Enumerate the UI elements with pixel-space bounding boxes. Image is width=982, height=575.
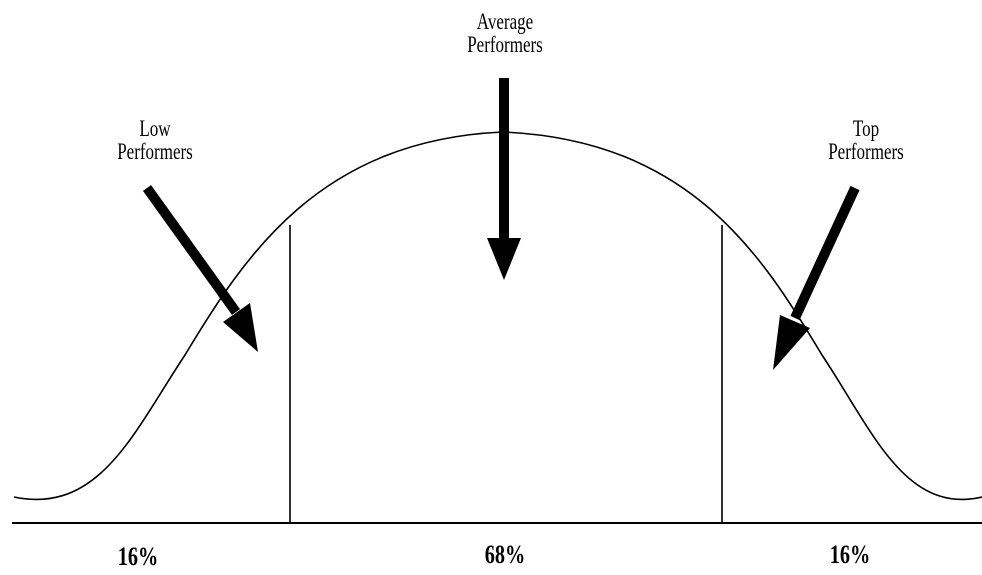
average-performers-arrow	[487, 78, 521, 280]
top-performers-line-2: Performers	[828, 139, 904, 164]
top-performers-line-1: Top	[852, 116, 880, 141]
right-percentage: 16%	[829, 540, 871, 569]
average-performers-label: Average Performers	[461, 10, 550, 56]
average-performers-line-2: Performers	[467, 32, 543, 57]
low-performers-label: Low Performers	[111, 117, 200, 163]
middle-percentage: 68%	[484, 540, 526, 569]
top-performers-label: Top Performers	[822, 117, 911, 163]
bell-curve	[13, 131, 982, 501]
average-performers-line-1: Average	[476, 9, 534, 34]
low-performers-line-2: Performers	[117, 139, 193, 164]
top-performers-arrow	[773, 185, 860, 370]
low-performers-line-1: Low	[139, 116, 171, 141]
left-percentage: 16%	[117, 542, 159, 571]
low-performers-arrow	[142, 185, 258, 352]
